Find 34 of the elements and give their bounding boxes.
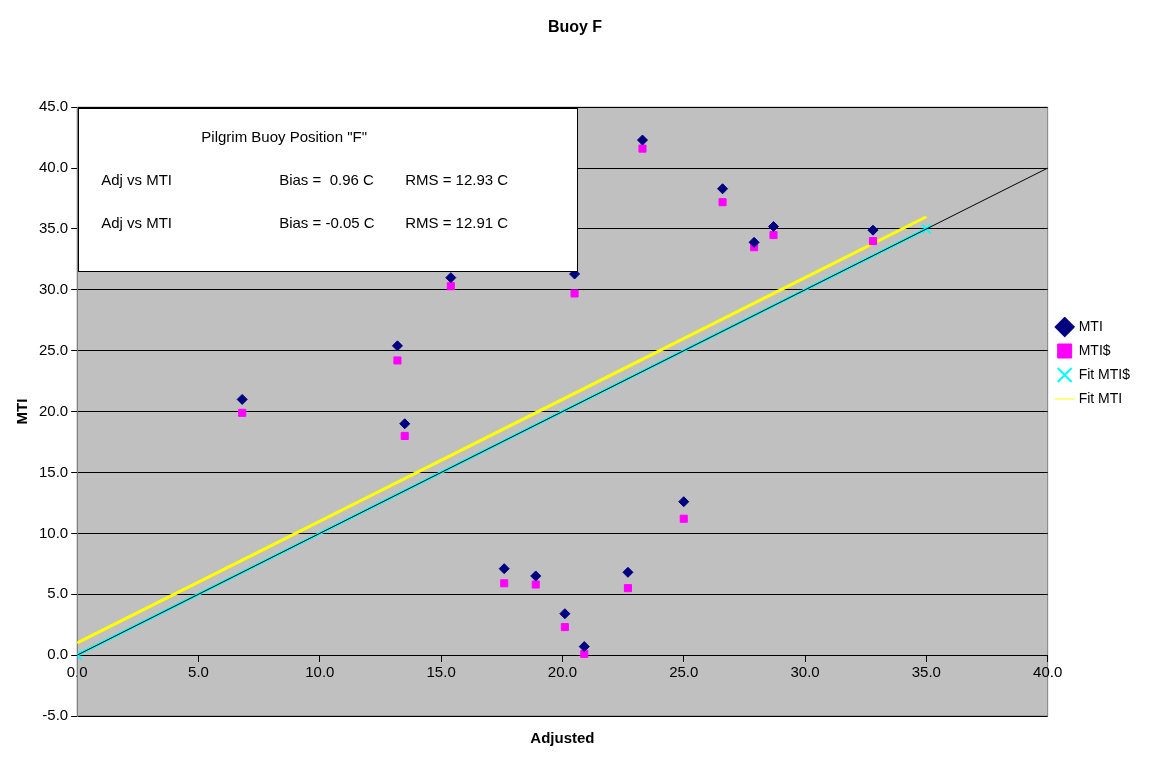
y-tick-label: 10.0 [38,523,69,541]
x-tick-label: 40.0 [1033,663,1063,681]
legend-label: Fit MTI$ [1078,365,1131,382]
x-tick-label: 0.0 [66,663,88,681]
annotation: Bias = 0.96 C [279,171,374,189]
y-tick-label: 15.0 [38,462,69,480]
legend-label: Fit MTI [1078,389,1123,406]
annotation: RMS = 12.93 C [405,171,509,189]
x-tick-label: 20.0 [547,663,578,681]
x-tick-label: 25.0 [669,663,699,681]
annotation: RMS = 12.91 C [405,214,509,232]
y-tick-label: -5.0 [42,706,69,724]
y-tick-label: 5.0 [47,584,69,602]
x-axis-title: Adjusted [530,729,595,747]
legend-label: MTI$ [1078,341,1111,358]
annotation: Bias = -0.05 C [279,214,375,232]
annotation: Adj vs MTI [101,171,173,189]
x-tick-label: 5.0 [188,663,209,681]
chart-title: Buoy F [547,18,603,36]
y-tick-label: 0.0 [47,645,69,663]
y-tick-label: 40.0 [38,158,69,176]
legend-label: MTI [1078,317,1103,334]
x-tick-label: 35.0 [911,663,941,681]
y-tick-label: 30.0 [38,279,69,297]
y-tick-label: 20.0 [38,401,69,419]
annotation: Adj vs MTI [101,214,173,232]
x-tick-label: 30.0 [790,663,820,681]
x-tick-label: 10.0 [305,663,335,681]
annotation: Pilgrim Buoy Position "F" [200,128,369,146]
y-axis-title: MTI [13,398,31,425]
x-tick-label: 15.0 [426,663,456,681]
y-tick-label: 35.0 [38,219,69,237]
y-tick-label: 25.0 [38,340,69,358]
y-tick-label: 45.0 [38,97,69,115]
